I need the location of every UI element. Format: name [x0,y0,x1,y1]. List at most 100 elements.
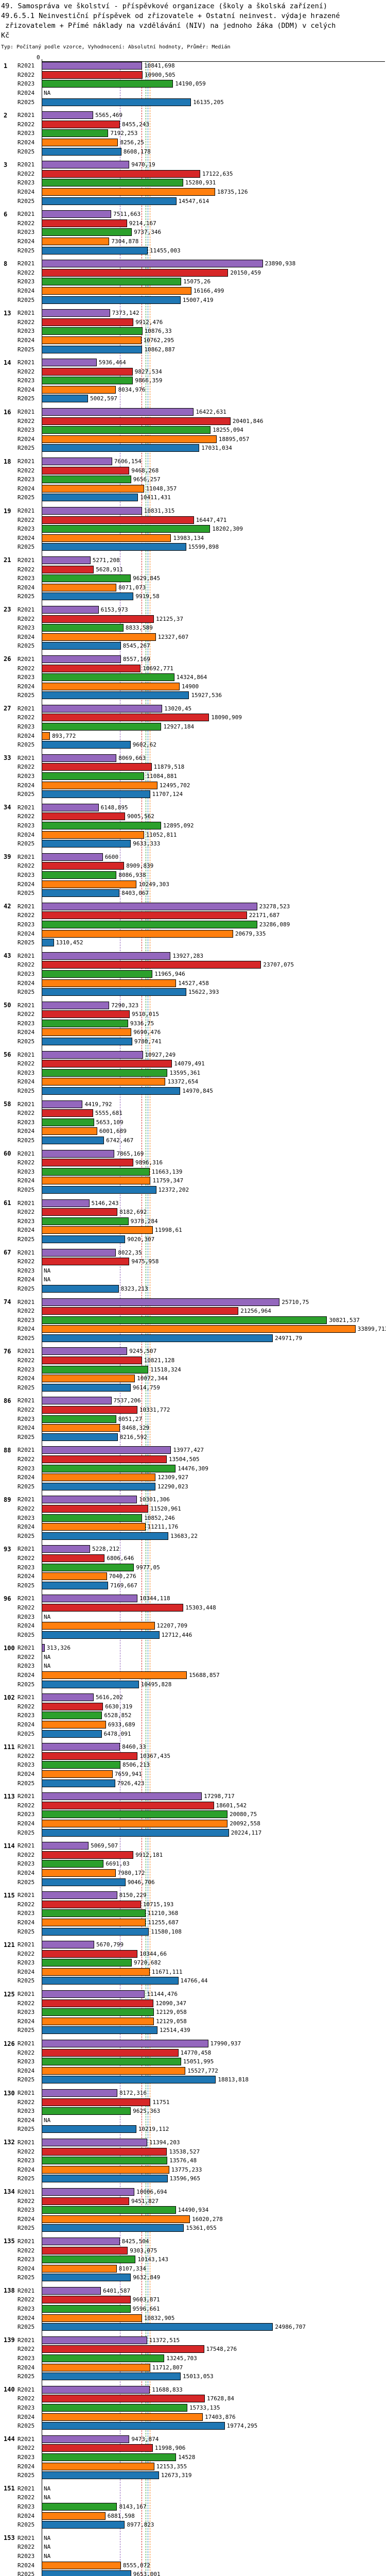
bar-track: 11048,357 [42,484,386,494]
bar-track: 5653,109 [42,1118,386,1127]
year-label-R2022: R2022 [17,2148,35,2155]
bar-track: 9214,167 [42,219,386,228]
bar-track: 12129,058 [42,2008,386,2017]
bar-group-114: 114 R2021 5069,507 R2022 9912,181 R2023 6691,0… [0,1841,386,1887]
bar-R2022 [42,2098,151,2106]
bar-track: 7290,323 [42,1001,386,1010]
bar-track: 5146,243 [42,1198,386,1208]
bar-track: NA [42,1275,386,1284]
bar-R2023 [42,1959,132,1967]
year-label-R2025: R2025 [17,2027,35,2034]
bar-track: 12372,202 [42,1185,386,1195]
year-label-R2022: R2022 [17,813,35,820]
bar-row: R2022 13538,527 [0,2147,386,2156]
year-label-R2025: R2025 [17,1730,35,1737]
bar-R2025 [42,1730,102,1738]
bar-value-label: 9720,682 [133,1959,161,1967]
bar-value-label: 11084,881 [146,773,177,780]
bar-row: R2023 10876,33 [0,327,386,336]
bar-value-label: 11518,324 [150,1366,181,1373]
na-label: NA [44,1276,51,1283]
year-label-R2025: R2025 [17,939,35,946]
bar-R2021 [42,952,171,960]
bar-track: 9737,346 [42,228,386,237]
bar-row: R2023 9737,346 [0,228,386,237]
year-label-R2022: R2022 [17,1999,35,2007]
bar-track: 8107,334 [42,2264,386,2273]
bar-track: 11372,515 [42,2336,386,2345]
bar-R2022 [42,1851,134,1859]
bar-R2022 [42,812,125,821]
bar-R2021 [42,2188,134,2196]
bar-row: R2025 7169,667 [0,1581,386,1590]
year-label-R2023: R2023 [17,2058,35,2065]
bar-value-label: 11255,687 [148,1919,179,1926]
bar-R2023 [42,426,211,434]
bar-R2021 [42,2040,208,2048]
bar-track: 14324,864 [42,673,386,682]
bar-track: 13595,361 [42,1069,386,1078]
year-label-R2025: R2025 [17,395,35,402]
bar-value-label: 22171,687 [249,912,280,919]
bar-R2022 [42,763,152,771]
group-number-label: 126 [4,2040,15,2047]
bar-R2024 [42,1819,228,1827]
bar-R2023 [42,1019,128,1027]
bar-R2023 [42,920,257,928]
bar-value-label: 12895,092 [163,822,194,829]
group-number-label: 153 [4,2534,15,2542]
bar-R2023 [42,822,161,830]
bar-R2022 [42,1406,137,1414]
bar-track: 11455,003 [42,246,386,255]
bar-row: 56 R2021 10927,249 [0,1050,386,1059]
bar-track: NA [42,89,386,98]
bar-R2024 [42,781,157,789]
bar-value-label: 12927,184 [163,723,195,731]
bar-R2021 [42,1842,89,1850]
bar-row: R2023 11518,324 [0,1365,386,1374]
bar-value-label: 8545,267 [122,642,150,650]
year-label-R2024: R2024 [17,2215,35,2223]
bar-track: 17628,84 [42,2394,386,2403]
bar-group-61: 61 R2021 5146,243 R2022 8182,692 R2023 9378,28… [0,1198,386,1244]
year-label-R2022: R2022 [17,912,35,919]
bar-value-label: 11688,833 [152,2386,183,2393]
bar-row: R2023 9596,661 [0,2304,386,2314]
bar-row: R2022 9912,476 [0,317,386,327]
bar-R2022 [42,318,134,326]
bar-value-label: 313,326 [46,1645,71,1652]
bar-value-label: 11751 [152,2098,170,2106]
bar-row: R2025 11707,124 [0,790,386,799]
bar-R2025 [42,1087,181,1095]
year-label-R2025: R2025 [17,1334,35,1342]
year-label-R2025: R2025 [17,2571,35,2576]
year-label-R2021: R2021 [17,1793,35,1800]
bar-track: NA [42,2493,386,2502]
bar-track: 11084,881 [42,772,386,781]
bar-value-label: 33899,713 [357,1326,386,1333]
bar-row: R2024 NA [0,2116,386,2125]
bar-R2023 [42,327,143,335]
bar-row: R2023 11210,368 [0,1909,386,1918]
year-label-R2021: R2021 [17,458,35,465]
bar-R2023 [42,624,124,632]
bar-value-label: 10927,249 [145,1051,176,1058]
year-label-R2022: R2022 [17,318,35,326]
bar-value-label: 6691,03 [106,1860,130,1868]
year-label-R2025: R2025 [17,1681,35,1688]
year-label-R2022: R2022 [17,961,35,969]
bar-R2021 [42,62,142,70]
bar-row: R2023 8506,213 [0,1760,386,1770]
bar-row: R2024 11052,811 [0,830,386,839]
bar-track: 8403,067 [42,889,386,898]
bar-row: R2024 12153,355 [0,2462,386,2471]
bar-row: R2023 8051,27 [0,1414,386,1423]
bar-value-label: 5002,597 [90,395,117,402]
bar-track: 8468,329 [42,1423,386,1433]
bar-R2025 [42,1334,273,1342]
bar-row: R2023 NA [0,1662,386,1671]
bar-R2022 [42,466,130,474]
bar-R2022 [42,2048,179,2057]
year-label-R2025: R2025 [17,1631,35,1638]
bar-row: R2022 9827,534 [0,367,386,376]
